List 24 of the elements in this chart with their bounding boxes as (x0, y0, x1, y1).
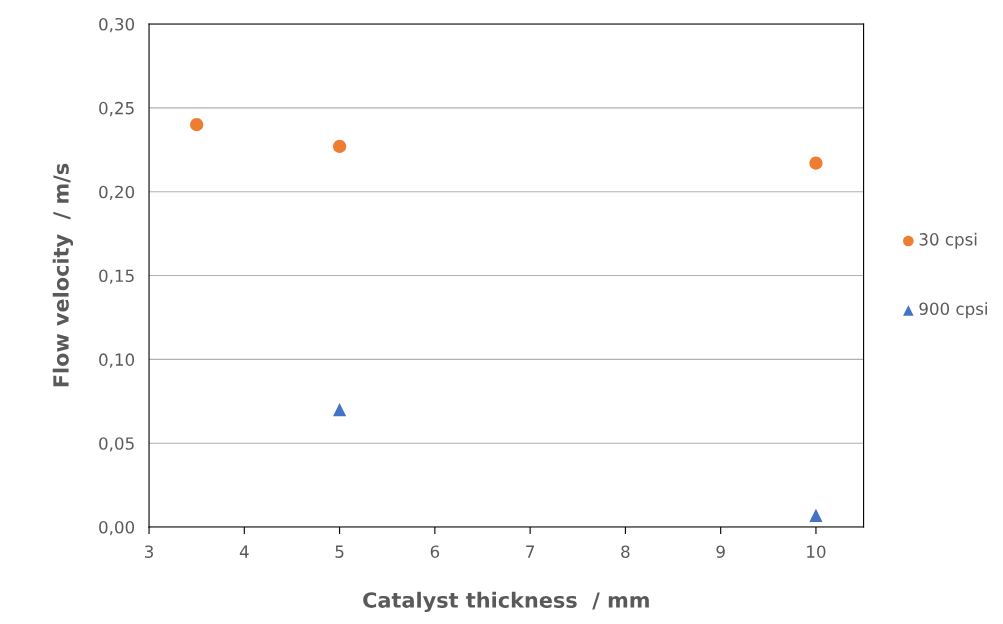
point (809, 156, 823, 170)
y-tick-label: 0,25 (99, 101, 134, 117)
y-tick-label: 0,30 (99, 17, 135, 33)
point (809, 508, 823, 522)
x-tick-label: 3 (145, 545, 154, 558)
x-tick-label: 4 (239, 545, 249, 558)
y-tick-label: 0,10 (99, 353, 135, 368)
x-tick-label: 5 (335, 545, 344, 558)
y-tick-label: 0,20 (99, 185, 135, 200)
y-tick-label: 0,00 (99, 520, 135, 536)
x-tick-label: 10 (807, 545, 826, 558)
y-tick-label: 0,05 (99, 437, 134, 452)
legend-label: 30 cpsi (919, 232, 977, 249)
point (190, 118, 204, 132)
point (333, 139, 347, 154)
y-tick-label: 0,15 (99, 269, 134, 284)
x-tick-label: 9 (716, 545, 725, 558)
x-tick-label: 7 (526, 545, 535, 558)
legend-label: 900 cpsi (919, 302, 987, 319)
x-tick-label: 8 (621, 545, 630, 558)
point (333, 403, 347, 417)
y-axis-title: Flow velocity / m/s (52, 163, 74, 387)
x-axis-title: Catalyst thickness / mm (363, 591, 649, 613)
x-tick-label: 6 (430, 545, 440, 558)
